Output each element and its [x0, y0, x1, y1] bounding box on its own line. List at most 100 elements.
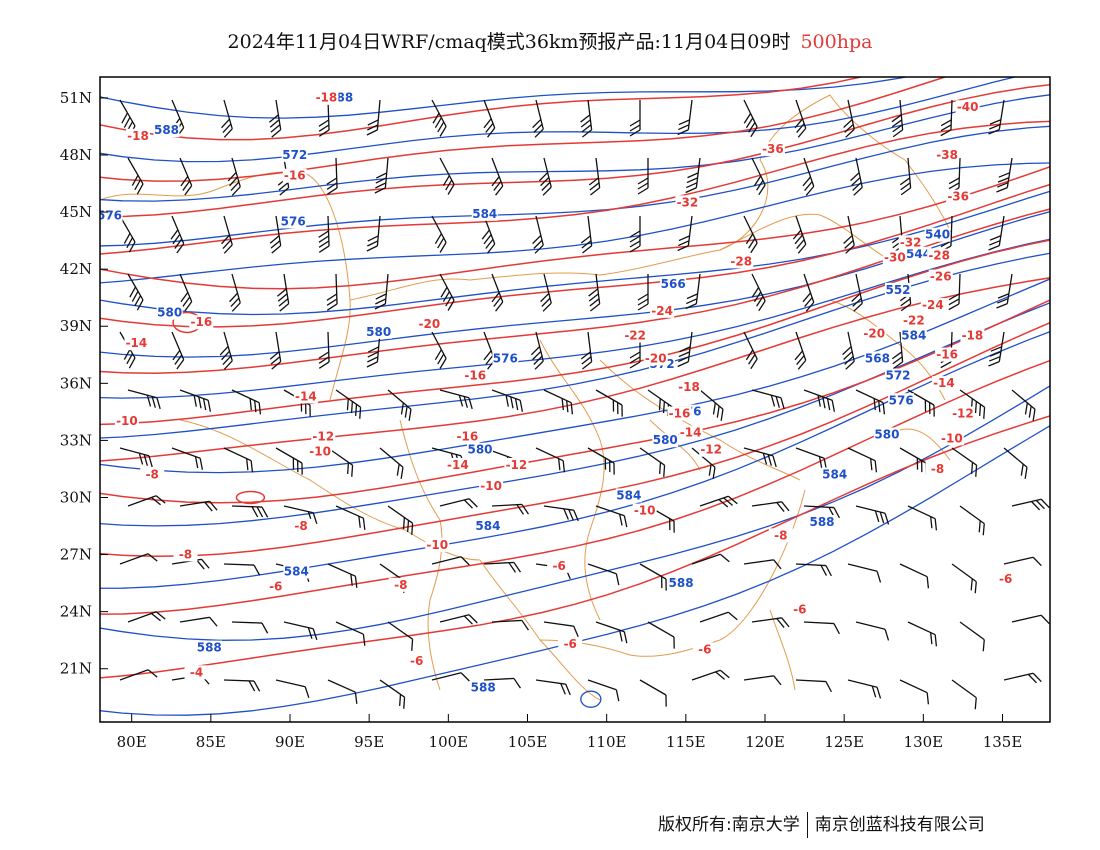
wind-barb	[899, 679, 930, 705]
wind-barb	[431, 556, 470, 566]
temperature-label: -30	[884, 251, 906, 265]
lon-tick-label: 120E	[745, 733, 785, 751]
wind-barb	[803, 389, 836, 412]
wind-barb	[988, 99, 1005, 135]
temperature-contour-line	[100, 359, 1050, 615]
wind-barb	[1011, 389, 1036, 421]
temperature-label: -14	[447, 458, 469, 472]
temperature-contour-line	[100, 239, 1050, 426]
temperature-label: -8	[179, 547, 192, 561]
label-bg	[479, 478, 504, 493]
plot-frame	[99, 76, 1051, 723]
wind-barb	[535, 447, 566, 473]
label-bg	[263, 579, 288, 594]
height-contour-line	[100, 94, 1050, 202]
height-label: 588	[669, 576, 694, 590]
height-label: 584	[616, 488, 641, 502]
temperature-label: -14	[680, 426, 702, 440]
wind-barb	[327, 563, 358, 588]
label-bg	[282, 168, 307, 183]
temperature-label: -20	[645, 351, 667, 365]
wind-barb	[335, 389, 362, 419]
height-label: 584	[472, 207, 497, 221]
wind-barb	[231, 621, 269, 634]
height-contour-line	[100, 238, 1050, 399]
label-bg	[885, 282, 911, 297]
temperature-label: -10	[426, 538, 448, 552]
wind-barb	[907, 389, 935, 417]
wind-barb	[802, 273, 815, 312]
wind-barb	[948, 157, 961, 195]
lat-tick-label: 51N	[60, 89, 92, 107]
temperature-label: -6	[999, 572, 1012, 586]
temperature-contour-loop	[235, 490, 266, 505]
label-bg	[873, 427, 900, 442]
label-bg	[404, 653, 429, 668]
height-contour-line	[100, 252, 1050, 439]
latitude-axis: 51N 48N 45N 42N 39N 36N 33N 30N 27N 24N 21N	[60, 89, 108, 678]
temperature-label: -8	[931, 462, 944, 476]
label-bg	[768, 528, 793, 543]
height-contour-line	[100, 330, 1050, 589]
label-bg	[156, 305, 183, 320]
label-bg	[558, 636, 583, 651]
wind-barb	[483, 677, 522, 689]
label-bg	[652, 433, 679, 448]
wind-barb	[127, 495, 166, 507]
wind-barb	[275, 447, 303, 475]
height-label: 584	[475, 519, 500, 533]
wind-barb	[795, 447, 828, 470]
temperature-label: -6	[698, 643, 711, 657]
temperature-label: -24	[651, 304, 673, 318]
temperature-labels: -18 -18 -16 -16 -14 -10 -14 -12 -10 -8 -8 -8 -6 -4 -20…	[114, 90, 1018, 680]
label-bg	[289, 518, 314, 533]
wind-barb	[629, 332, 641, 369]
label-bg	[667, 406, 692, 421]
wind-barb	[179, 273, 193, 312]
wind-barb	[751, 389, 785, 410]
label-bg	[311, 429, 336, 444]
wind-barb	[387, 505, 414, 535]
plot-area: 588 588 576 572 576 584 580 580 576 572 566 552 540 5…	[60, 76, 1092, 751]
label-bg	[126, 128, 150, 143]
label-bg	[388, 577, 413, 592]
temperature-label: -14	[126, 336, 148, 350]
wind-barb	[379, 447, 404, 479]
label-bg	[888, 393, 915, 408]
label-bg	[124, 336, 149, 351]
wind-barb	[843, 99, 855, 138]
wind-barb	[899, 563, 930, 589]
label-bg	[675, 195, 700, 210]
label-bg	[314, 90, 339, 105]
lat-tick-label: 33N	[60, 431, 92, 449]
wind-barb	[491, 273, 504, 312]
temperature-label: -6	[564, 637, 577, 651]
wind-barb	[803, 621, 841, 635]
label-bg	[153, 123, 180, 138]
label-bg	[931, 376, 956, 391]
map-title: 2024年11月04日WRF/cmaq模式36km预报产品:11月04日09时 5…	[0, 27, 1100, 54]
wind-barb	[1003, 447, 1028, 479]
label-bg	[864, 351, 891, 366]
label-bg	[365, 324, 392, 339]
wind-barb	[483, 99, 496, 138]
temperature-contour-line	[100, 77, 865, 141]
wind-barb	[1056, 563, 1092, 574]
temperature-contour-line	[100, 84, 1050, 218]
label-bg	[677, 379, 701, 394]
wind-barb	[587, 679, 620, 702]
label-bg	[809, 515, 835, 530]
label-bg	[898, 235, 923, 250]
wind-barbs	[119, 99, 1092, 710]
temperature-label: -12	[506, 458, 528, 472]
height-contour-line	[100, 125, 1050, 247]
height-label: 566	[661, 277, 686, 291]
temperature-label: -6	[793, 603, 806, 617]
temperature-label: -16	[464, 369, 486, 383]
wind-barb	[179, 157, 193, 196]
wind-barb	[431, 331, 447, 369]
wind-barb	[540, 273, 552, 312]
height-label: 588	[471, 681, 496, 695]
wind-barb	[951, 447, 978, 477]
